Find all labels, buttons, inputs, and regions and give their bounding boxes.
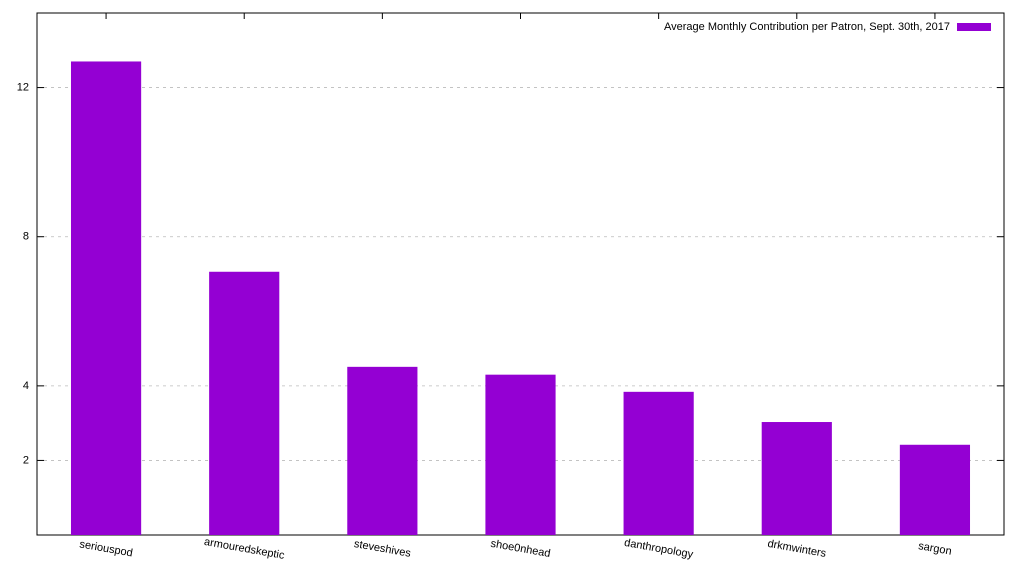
bar bbox=[485, 374, 556, 535]
legend-label: Average Monthly Contribution per Patron,… bbox=[664, 21, 950, 33]
y-tick-label: 2 bbox=[23, 454, 29, 466]
bar bbox=[347, 366, 418, 535]
x-tick-label: danthropology bbox=[623, 537, 694, 561]
bar bbox=[209, 271, 280, 535]
y-tick-label: 8 bbox=[23, 231, 29, 243]
bar bbox=[899, 444, 971, 535]
x-tick-label: steveshives bbox=[353, 538, 412, 560]
y-tick-label: 4 bbox=[23, 380, 29, 392]
x-tick-label: shoe0nhead bbox=[490, 538, 552, 560]
x-tick-label: sargon bbox=[917, 540, 952, 558]
x-tick-label: armouredskeptic bbox=[203, 536, 286, 562]
x-tick-label: drkmwinters bbox=[767, 538, 828, 560]
legend-swatch bbox=[957, 23, 991, 31]
y-tick-label: 12 bbox=[17, 81, 29, 93]
x-tick-label: seriouspod bbox=[79, 538, 134, 559]
bar bbox=[623, 391, 694, 535]
bar bbox=[761, 422, 832, 535]
bar bbox=[70, 61, 142, 535]
